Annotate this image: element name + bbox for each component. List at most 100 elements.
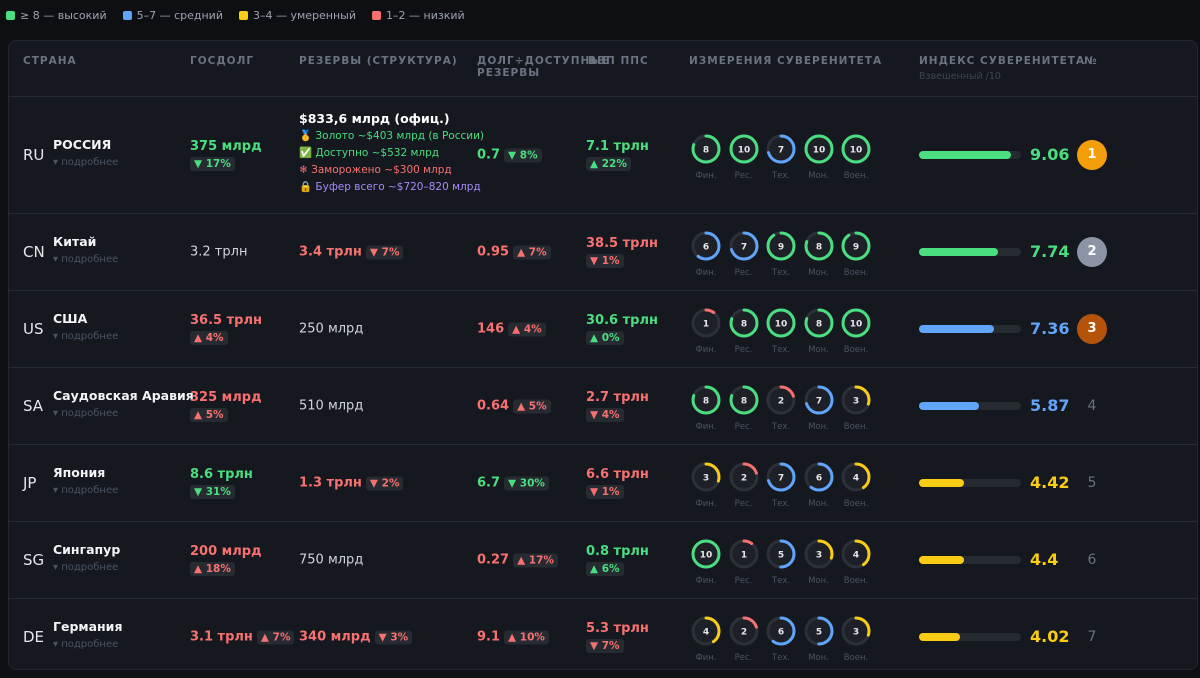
- value-cell: 2.7 трлн ▼ 4%: [586, 390, 686, 422]
- score-ring: 7: [766, 134, 796, 164]
- cell-value: 8.6 трлн: [190, 467, 253, 482]
- dimension: 10 Тех.: [764, 306, 798, 355]
- dimension: 10 Мон.: [802, 132, 836, 181]
- dimension: 7 Тех.: [764, 132, 798, 181]
- score-ring: 8: [804, 308, 833, 338]
- dimension-label: Воен.: [843, 345, 869, 355]
- dimension: 2 Рес.: [727, 460, 761, 509]
- cell-value: 5.3 трлн: [586, 621, 649, 636]
- dimension: 4 Фин.: [689, 614, 723, 663]
- score-ring: 10: [766, 308, 796, 338]
- value-cell: 750 млрд: [299, 553, 469, 568]
- score-ring: 2: [729, 462, 758, 492]
- dimension-label: Рес.: [734, 268, 753, 278]
- details-toggle[interactable]: ▾ подробнее: [53, 562, 119, 573]
- ring-arc: [729, 462, 758, 492]
- cell-value: 375 млрд: [190, 139, 262, 154]
- ring-score: 2: [740, 628, 746, 638]
- value-cell: 3.1 трлн ▲ 7%: [190, 630, 295, 645]
- index-value: 7.36: [1030, 319, 1070, 338]
- value-cell: 0.27 ▲ 17%: [477, 553, 582, 568]
- value-cell: 3.4 трлн ▼ 7%: [299, 245, 469, 260]
- details-toggle[interactable]: ▾ подробнее: [53, 157, 119, 168]
- dimension: 3 Фин.: [689, 460, 723, 509]
- reserves-line: 🥇 Золото ~$403 млрд (в России): [299, 130, 485, 142]
- legend-swatch: [6, 11, 15, 20]
- country-code: JP: [23, 474, 37, 492]
- cell-value: 325 млрд: [190, 390, 262, 405]
- index-track: [919, 633, 1021, 641]
- change-badge: ▲ 5%: [513, 399, 551, 413]
- index-value: 4.4: [1030, 550, 1059, 569]
- dimension-label: Тех.: [771, 576, 791, 586]
- legend: ≥ 8 — высокий 5–7 — средний 3–4 — умеренны…: [6, 9, 465, 22]
- change-badge: ▲ 5%: [190, 408, 228, 422]
- score-ring: 2: [729, 616, 758, 646]
- rank: 4: [1087, 398, 1097, 414]
- dimension: 5 Тех.: [764, 537, 798, 586]
- dimension-label: Фин.: [695, 171, 717, 181]
- change-badge: ▲ 4%: [508, 322, 546, 336]
- ring-arc: [841, 539, 871, 569]
- column-header: ВВП ППС: [588, 55, 649, 67]
- dimension-label: Рес.: [734, 499, 753, 509]
- dimension-label: Тех.: [771, 499, 791, 509]
- details-toggle[interactable]: ▾ подробнее: [53, 331, 119, 342]
- score-ring: 6: [804, 462, 833, 492]
- dimension: 6 Фин.: [689, 229, 723, 278]
- ring-score: 9: [853, 243, 859, 253]
- reserves-line: 🔒 Буфер всего ~$720–820 млрд: [299, 181, 481, 193]
- value-cell: 6.7 ▼ 30%: [477, 476, 582, 491]
- ring-arc: [729, 308, 758, 338]
- cell-value: 0.95: [477, 244, 510, 260]
- table: СТРАНА ГОСДОЛГ РЕЗЕРВЫ (СТРУКТУРА) ДОЛГ÷ДОС…: [8, 40, 1198, 670]
- index-track: [919, 325, 1021, 333]
- country-name: РОССИЯ: [53, 137, 112, 152]
- dimension: 10 Воен.: [839, 132, 873, 181]
- score-ring: 4: [841, 462, 871, 492]
- score-ring: 4: [841, 539, 871, 569]
- ring-score: 8: [740, 397, 746, 407]
- index-track: [919, 151, 1021, 159]
- index-bar: [919, 248, 998, 256]
- cell-value: 30.6 трлн: [586, 313, 658, 328]
- index-value: 5.87: [1030, 396, 1070, 415]
- ring-score: 10: [737, 146, 750, 156]
- ring-score: 6: [815, 474, 821, 484]
- ring-score: 10: [775, 320, 788, 330]
- cell-value: 146: [477, 321, 505, 337]
- dimension-label: Воен.: [843, 576, 869, 586]
- cell-value: 6.7: [477, 475, 501, 491]
- dimension: 4 Воен.: [839, 460, 873, 509]
- score-ring: 10: [841, 134, 871, 164]
- details-toggle[interactable]: ▾ подробнее: [53, 485, 119, 496]
- ring-arc: [766, 231, 796, 261]
- dimension: 9 Тех.: [764, 229, 798, 278]
- ring-score: 3: [853, 397, 859, 407]
- ring-arc: [841, 231, 871, 261]
- legend-swatch: [122, 11, 132, 20]
- dimension: 3 Мон.: [802, 537, 836, 586]
- ring-arc: [691, 539, 721, 569]
- details-toggle[interactable]: ▾ подробнее: [53, 639, 119, 650]
- ring-arc: [804, 616, 833, 646]
- index-track: [919, 248, 1021, 256]
- index-track: [919, 556, 1021, 564]
- change-badge: ▼ 1%: [586, 485, 624, 499]
- dimension-label: Мон.: [808, 171, 829, 181]
- details-toggle[interactable]: ▾ подробнее: [53, 254, 119, 265]
- ring-arc: [804, 385, 833, 415]
- ring-arc: [804, 462, 833, 492]
- dimension: 7 Тех.: [764, 460, 798, 509]
- ring-score: 10: [700, 551, 713, 561]
- value-cell: 325 млрд ▲ 5%: [190, 390, 295, 422]
- score-ring: 4: [691, 616, 721, 646]
- index-value: 9.06: [1030, 145, 1070, 164]
- change-badge: ▼ 4%: [586, 408, 624, 422]
- details-toggle[interactable]: ▾ подробнее: [53, 408, 119, 419]
- dimension-label: Воен.: [843, 499, 869, 509]
- ring-score: 9: [778, 243, 784, 253]
- ring-arc: [841, 616, 871, 646]
- dimension-label: Мон.: [808, 499, 829, 509]
